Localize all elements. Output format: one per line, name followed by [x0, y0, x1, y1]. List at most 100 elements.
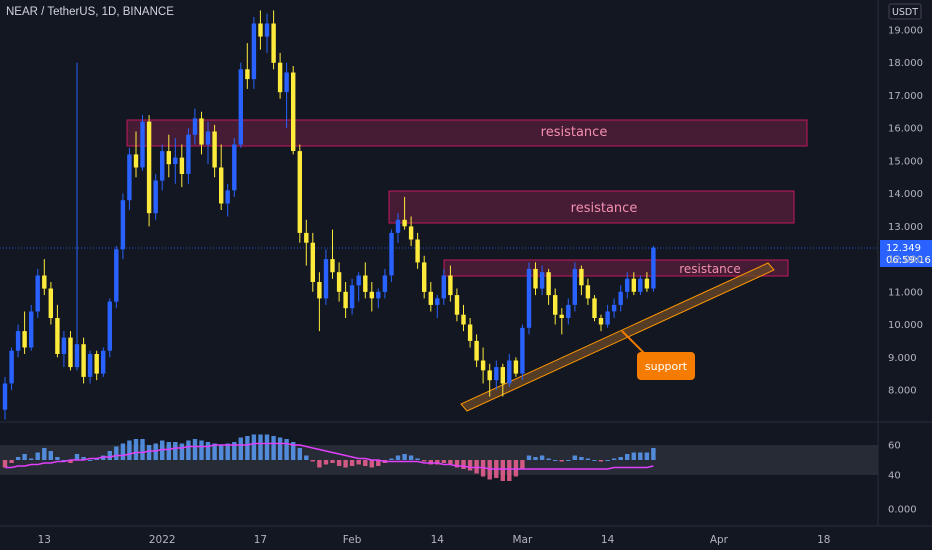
rsi-bar [55, 457, 60, 460]
candle-body [526, 268, 532, 328]
rsi-bar [415, 458, 420, 460]
candle-body [487, 370, 492, 381]
candle-body [376, 291, 381, 299]
candle-body [605, 311, 610, 325]
candle-body [356, 275, 361, 286]
candle-body [520, 327, 525, 374]
last-price-value: 12.349 [886, 243, 921, 254]
rsi-bar [277, 437, 283, 460]
osc-tick-label: 60 [888, 441, 901, 452]
rsi-bar [140, 439, 145, 460]
candle-body [592, 298, 597, 318]
candle-body [349, 285, 355, 309]
rsi-bar [356, 460, 361, 465]
time-tick-label: 13 [38, 534, 51, 546]
price-tick-label: 13.000 [888, 222, 923, 233]
rsi-bar [343, 460, 348, 468]
rsi-bar [179, 443, 185, 460]
support-callout[interactable]: support [621, 330, 695, 380]
candle-body [140, 121, 145, 168]
price-tick-label: 8.000 [888, 386, 917, 397]
rsi-bar [225, 443, 230, 460]
candles [2, 10, 656, 420]
candle-body [219, 167, 224, 204]
candle-body [22, 331, 27, 348]
price-tick-label: 9.000 [888, 353, 917, 364]
rsi-bar [251, 434, 257, 460]
rsi-bar [68, 460, 73, 463]
rsi-bar [238, 437, 243, 460]
candle-body [212, 131, 217, 168]
candle-body [454, 295, 460, 315]
time-tick-label: 2022 [149, 534, 176, 546]
candle-body [579, 268, 584, 286]
rsi-bar [271, 436, 276, 460]
candle-body [179, 157, 185, 174]
candle-body [644, 278, 650, 289]
candle-body [651, 247, 656, 289]
candle-body [336, 272, 342, 292]
candle-body [238, 69, 243, 145]
rsi-bar [120, 443, 126, 460]
rsi-bar [572, 455, 577, 460]
price-tick-label: 10.000 [888, 320, 923, 331]
candle-body [29, 311, 34, 348]
candle-body [461, 314, 466, 325]
oscillator-axis: 60 40 0.000 [888, 441, 917, 516]
rsi-bar [422, 460, 427, 462]
candle-body [428, 291, 433, 305]
currency-badge[interactable] [888, 3, 922, 20]
rsi-bar [605, 460, 610, 461]
rsi-bar [2, 460, 8, 468]
candle-body [625, 278, 630, 292]
rsi-bar [369, 460, 374, 468]
price-axis[interactable]: USDT 12.349 06:59:16 19.000 18.000 17.000 1… [880, 3, 932, 397]
resistance-zone-3[interactable]: resistance [443, 259, 789, 277]
candle-body [304, 232, 309, 243]
candle-body [546, 272, 551, 296]
candle-body [87, 354, 93, 377]
candle-body [55, 318, 60, 354]
candle-body [42, 275, 47, 289]
rsi-bar [323, 460, 329, 465]
rsi-bar [245, 436, 250, 460]
rsi-bar [389, 458, 394, 460]
candle-body [264, 23, 270, 37]
candle-body [81, 344, 86, 377]
support-channel[interactable] [460, 262, 775, 412]
candle-body [513, 360, 519, 374]
price-tick-label: 16.000 [888, 124, 923, 135]
candle-body [553, 295, 558, 315]
last-price-tag [880, 240, 932, 267]
candle-body [2, 383, 8, 410]
candle-body [572, 268, 577, 305]
candle-body [205, 131, 211, 145]
candle-body [448, 275, 453, 296]
rsi-bar [264, 434, 270, 460]
resistance-zone-2[interactable]: resistance [388, 190, 795, 224]
rsi-bar [22, 454, 27, 460]
candle-body [507, 360, 512, 384]
rsi-bar [408, 455, 414, 460]
rsi-bar [146, 445, 152, 460]
rsi-bar [15, 457, 21, 460]
time-tick-label: Feb [343, 534, 362, 546]
candle-body [258, 23, 263, 37]
resistance-zone-1[interactable]: resistance [126, 119, 808, 147]
time-axis[interactable]: 13 2022 17 Feb 14 Mar 14 Apr 18 [38, 534, 831, 546]
rsi-bar [9, 460, 14, 463]
price-tick-label: 18.000 [888, 58, 923, 69]
candle-body [330, 259, 335, 273]
candle-body [480, 360, 486, 371]
candle-body [173, 157, 178, 165]
rsi-bar [454, 460, 460, 468]
rsi-bar [127, 440, 132, 460]
rsi-bar [291, 442, 296, 460]
rsi-bar [310, 460, 315, 462]
candle-body [533, 268, 538, 289]
candle-body [618, 291, 623, 305]
price-tick-label: 11.000 [888, 287, 923, 298]
candle-body [133, 154, 139, 168]
candle-body [631, 278, 636, 292]
